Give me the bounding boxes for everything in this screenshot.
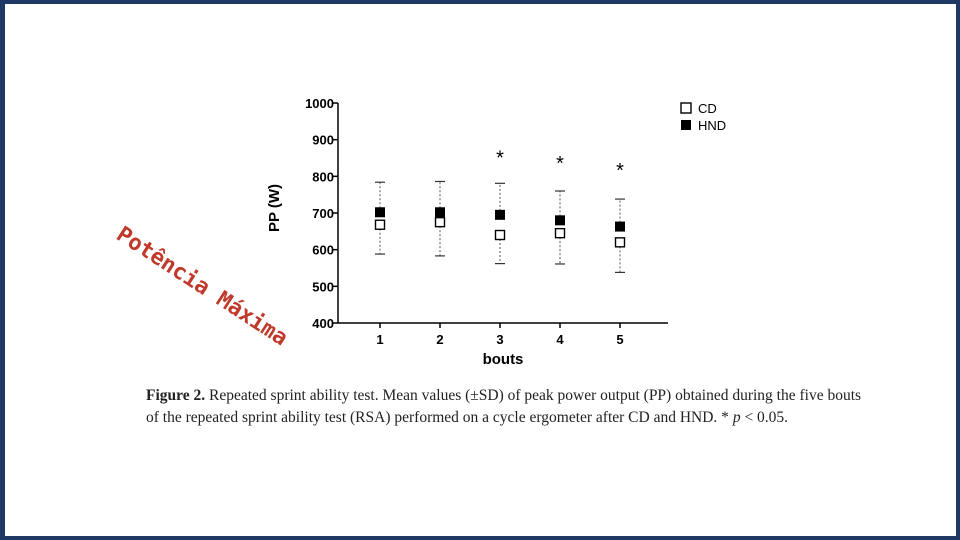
y-tick-label: 1000 — [305, 96, 334, 111]
caption-p-value: < 0.05. — [740, 409, 789, 426]
caption-text: Repeated sprint ability test. Mean value… — [146, 387, 862, 426]
x-tick-label: 3 — [496, 332, 503, 347]
y-axis-label: PP (W) — [266, 184, 283, 232]
y-tick-label: 800 — [312, 169, 334, 184]
legend-marker-cd — [680, 102, 692, 114]
point-hnd — [495, 209, 505, 220]
y-tick-label: 600 — [312, 243, 334, 258]
y-tick-label: 900 — [312, 133, 334, 148]
caption-p-symbol: p — [732, 409, 741, 426]
figure-caption: Figure 2. Repeated sprint ability test. … — [146, 385, 866, 429]
point-cd — [614, 237, 626, 248]
x-tick-label: 1 — [376, 332, 383, 347]
x-tick-label: 4 — [556, 332, 564, 347]
y-tick-label: 500 — [312, 279, 334, 294]
chart-axes: 400 500 600 700 800 900 1000 1 2 3 4 5 — [305, 96, 668, 347]
significance-marker: * — [556, 153, 564, 175]
x-tick-label: 2 — [436, 332, 443, 347]
legend-marker-hnd — [681, 120, 691, 130]
y-tick-label: 700 — [312, 206, 334, 221]
point-hnd — [555, 215, 565, 226]
point-cd — [494, 229, 506, 241]
point-cd — [374, 219, 386, 230]
point-hnd — [435, 207, 445, 218]
point-hnd — [375, 207, 385, 218]
significance-marker: * — [616, 160, 624, 182]
point-cd — [434, 216, 446, 228]
chart-legend: CD HND — [680, 101, 726, 133]
point-cd — [554, 227, 566, 239]
x-axis-label: bouts — [483, 351, 524, 368]
significance-marker: * — [496, 147, 504, 169]
y-tick-label: 400 — [312, 316, 334, 331]
legend-label: CD — [698, 101, 717, 116]
point-hnd — [615, 221, 625, 232]
legend-label: HND — [698, 118, 726, 133]
caption-label: Figure 2. — [146, 387, 206, 404]
chart-marks: * * * — [374, 147, 626, 273]
x-tick-label: 5 — [616, 332, 623, 347]
